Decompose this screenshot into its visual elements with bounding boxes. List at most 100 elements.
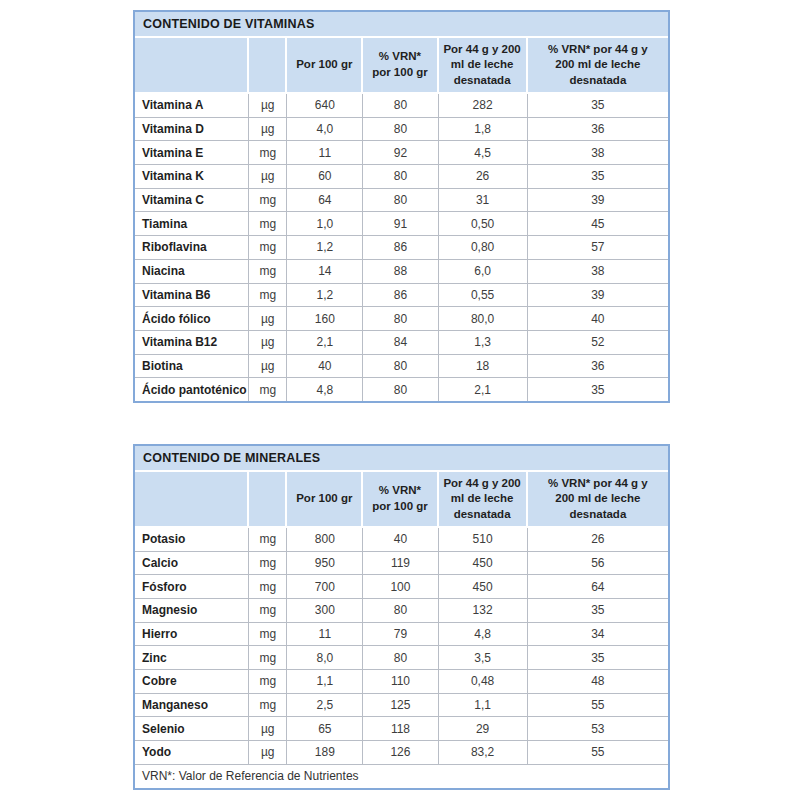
cell-vrn200: 35 xyxy=(528,94,668,118)
col-header-vrn100: % VRN* por 100 gr xyxy=(363,472,438,528)
table-row: Calciomg95011945056 xyxy=(135,552,668,576)
cell-vrn100: 80 xyxy=(363,94,438,118)
table-row: Cobremg1,11100,4848 xyxy=(135,670,668,694)
col-header-unit xyxy=(249,472,287,528)
cell-per200: 83,2 xyxy=(439,741,528,765)
nutrition-tables-page: CONTENIDO DE VITAMINAS Por 100 gr % VRN*… xyxy=(133,10,670,790)
minerals-table: CONTENIDO DE MINERALES Por 100 gr % VRN*… xyxy=(133,444,670,790)
cell-name: Potasio xyxy=(135,528,249,552)
cell-per100: 4,8 xyxy=(287,378,363,401)
cell-vrn100: 88 xyxy=(363,260,438,284)
cell-vrn200: 48 xyxy=(528,670,668,694)
cell-per200: 4,5 xyxy=(439,141,528,165)
cell-per100: 65 xyxy=(287,717,363,741)
cell-per100: 64 xyxy=(287,189,363,213)
table-row: Vitamina Emg11924,538 xyxy=(135,141,668,165)
cell-vrn100: 110 xyxy=(363,670,438,694)
cell-unit: mg xyxy=(249,378,287,401)
cell-unit: mg xyxy=(249,189,287,213)
cell-name: Riboflavina xyxy=(135,236,249,260)
cell-per100: 950 xyxy=(287,552,363,576)
cell-vrn100: 118 xyxy=(363,717,438,741)
cell-name: Zinc xyxy=(135,646,249,670)
cell-vrn200: 34 xyxy=(528,623,668,647)
col-header-per100: Por 100 gr xyxy=(287,472,363,528)
cell-vrn100: 80 xyxy=(363,189,438,213)
cell-unit: µg xyxy=(249,94,287,118)
vitamins-table: CONTENIDO DE VITAMINAS Por 100 gr % VRN*… xyxy=(133,10,670,403)
cell-vrn200: 35 xyxy=(528,646,668,670)
cell-vrn100: 119 xyxy=(363,552,438,576)
cell-per100: 1,1 xyxy=(287,670,363,694)
cell-unit: mg xyxy=(249,646,287,670)
cell-per200: 31 xyxy=(439,189,528,213)
cell-vrn200: 35 xyxy=(528,378,668,401)
cell-per200: 29 xyxy=(439,717,528,741)
cell-per100: 800 xyxy=(287,528,363,552)
cell-name: Niacina xyxy=(135,260,249,284)
cell-per100: 11 xyxy=(287,623,363,647)
cell-per100: 1,2 xyxy=(287,284,363,308)
col-header-per200: Por 44 g y 200 ml de leche desnatada xyxy=(439,38,528,94)
cell-vrn100: 80 xyxy=(363,599,438,623)
tables-gap xyxy=(133,403,670,444)
cell-vrn200: 64 xyxy=(528,575,668,599)
footer-note-row: VRN*: Valor de Referencia de Nutrientes xyxy=(135,765,668,788)
cell-per100: 60 xyxy=(287,165,363,189)
cell-per100: 160 xyxy=(287,307,363,331)
cell-unit: mg xyxy=(249,212,287,236)
table-row: Vitamina Cmg64803139 xyxy=(135,189,668,213)
cell-unit: mg xyxy=(249,575,287,599)
cell-vrn200: 36 xyxy=(528,118,668,142)
cell-vrn200: 39 xyxy=(528,189,668,213)
cell-unit: mg xyxy=(249,552,287,576)
cell-unit: mg xyxy=(249,528,287,552)
cell-name: Selenio xyxy=(135,717,249,741)
table-row: Potasiomg8004051026 xyxy=(135,528,668,552)
cell-vrn200: 39 xyxy=(528,284,668,308)
cell-vrn100: 80 xyxy=(363,378,438,401)
column-header-row: Por 100 gr % VRN* por 100 gr Por 44 g y … xyxy=(135,38,668,94)
cell-unit: mg xyxy=(249,670,287,694)
table-row: Yodoµg18912683,255 xyxy=(135,741,668,765)
cell-name: Vitamina B6 xyxy=(135,284,249,308)
table-title: CONTENIDO DE VITAMINAS xyxy=(135,12,668,38)
cell-per200: 80,0 xyxy=(439,307,528,331)
cell-name: Ácido fólico xyxy=(135,307,249,331)
cell-vrn100: 80 xyxy=(363,355,438,379)
col-header-name xyxy=(135,38,249,94)
col-header-vrn200: % VRN* por 44 g y 200 ml de leche desnat… xyxy=(528,472,668,528)
table-title-row: CONTENIDO DE VITAMINAS xyxy=(135,12,668,38)
cell-unit: µg xyxy=(249,165,287,189)
cell-per100: 11 xyxy=(287,141,363,165)
table-row: Tiaminamg1,0910,5045 xyxy=(135,212,668,236)
cell-vrn200: 36 xyxy=(528,355,668,379)
cell-vrn200: 38 xyxy=(528,260,668,284)
cell-name: Cobre xyxy=(135,670,249,694)
col-header-vrn100: % VRN* por 100 gr xyxy=(363,38,438,94)
table-row: Magnesiomg3008013235 xyxy=(135,599,668,623)
table-row: Ácido pantoténicomg4,8802,135 xyxy=(135,378,668,401)
cell-vrn200: 55 xyxy=(528,694,668,718)
cell-name: Vitamina D xyxy=(135,118,249,142)
cell-unit: mg xyxy=(249,141,287,165)
col-header-name xyxy=(135,472,249,528)
cell-vrn200: 52 xyxy=(528,331,668,355)
cell-name: Fósforo xyxy=(135,575,249,599)
cell-name: Vitamina B12 xyxy=(135,331,249,355)
cell-vrn100: 125 xyxy=(363,694,438,718)
cell-vrn100: 126 xyxy=(363,741,438,765)
cell-unit: mg xyxy=(249,599,287,623)
cell-unit: mg xyxy=(249,284,287,308)
cell-name: Tiamina xyxy=(135,212,249,236)
cell-vrn200: 55 xyxy=(528,741,668,765)
cell-unit: µg xyxy=(249,118,287,142)
cell-unit: mg xyxy=(249,236,287,260)
cell-per100: 189 xyxy=(287,741,363,765)
cell-per100: 1,2 xyxy=(287,236,363,260)
cell-vrn100: 86 xyxy=(363,284,438,308)
table-row: Niacinamg14886,038 xyxy=(135,260,668,284)
cell-per100: 640 xyxy=(287,94,363,118)
cell-vrn200: 38 xyxy=(528,141,668,165)
cell-per200: 0,55 xyxy=(439,284,528,308)
